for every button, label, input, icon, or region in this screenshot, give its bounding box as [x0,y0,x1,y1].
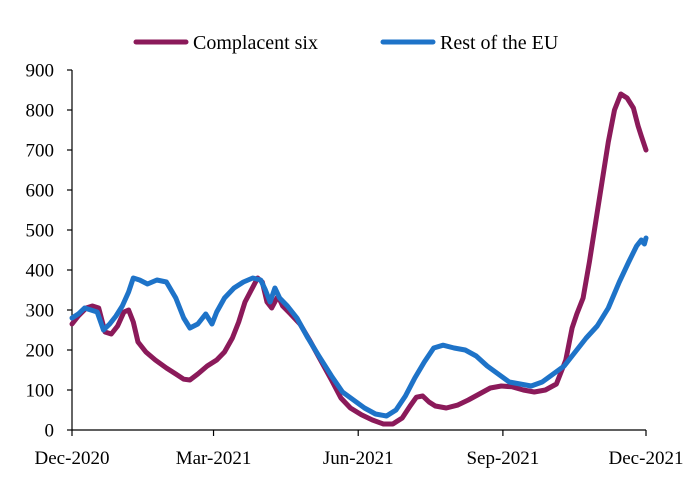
series-line-complacent-six [69,91,649,427]
x-tick-label: Dec-2020 [35,448,110,469]
y-tick-label: 700 [26,141,55,162]
x-tick-label: Jun-2021 [323,448,394,469]
axes: 0 100 200 300 400 500 600 700 800 900 Dec-2020 Mar-… [26,61,684,470]
y-tick-label: 100 [26,381,55,402]
y-tick-label: 500 [26,221,55,242]
legend: Complacent six Rest of the EU [133,32,559,54]
legend-label-rest-of-eu: Rest of the EU [440,32,559,54]
legend-item-rest-of-eu[interactable]: Rest of the EU [380,32,559,54]
y-tick-label: 900 [26,61,55,82]
x-tick-label: Sep-2021 [466,448,539,469]
y-tick-label: 200 [26,341,55,362]
legend-label-complacent-six: Complacent six [193,32,318,54]
y-tick-label: 600 [26,181,55,202]
y-tick-label: 0 [45,421,55,442]
plot-area [69,91,649,427]
y-tick-label: 800 [26,101,55,122]
series-line-rest-of-eu [69,235,649,419]
y-tick-label: 400 [26,261,55,282]
x-tick-label: Dec-2021 [609,448,684,469]
x-tick-label: Mar-2021 [176,448,252,469]
y-tick-label: 300 [26,301,55,322]
legend-item-complacent-six[interactable]: Complacent six [133,32,318,54]
